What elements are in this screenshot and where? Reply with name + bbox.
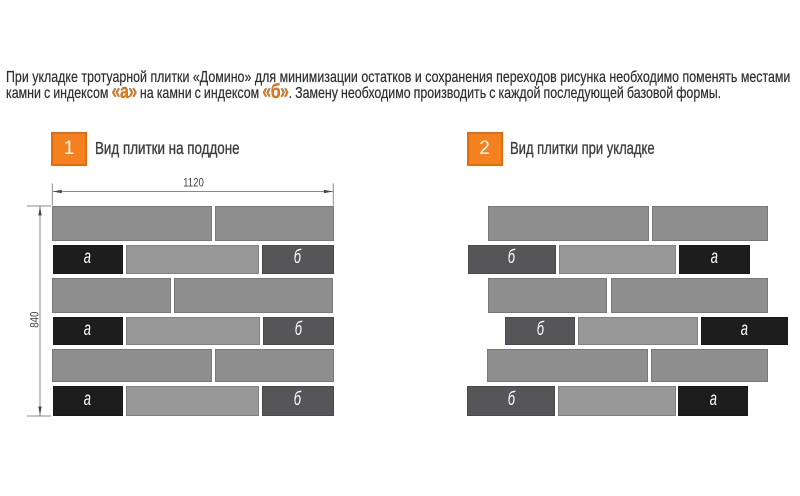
svg-text:1120: 1120 [183, 176, 204, 189]
svg-text:840: 840 [29, 312, 42, 328]
